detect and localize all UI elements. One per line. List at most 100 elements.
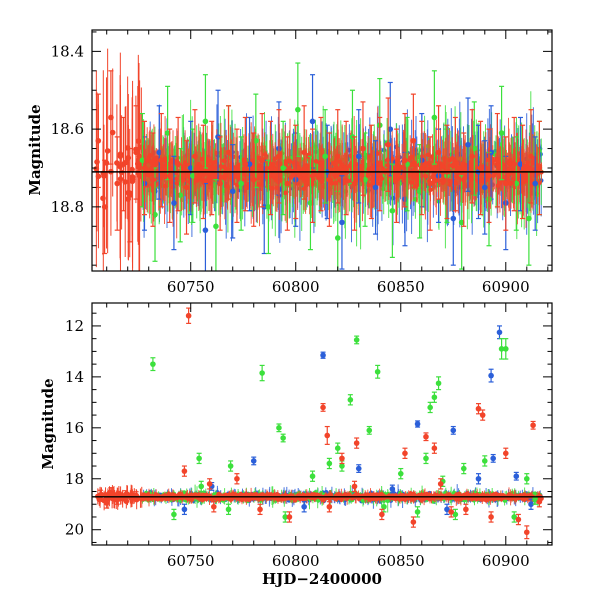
data-point (511, 161, 517, 167)
lower-panel-data-marks (97, 307, 543, 540)
data-point (475, 475, 482, 482)
x-tick-label: 60850 (377, 552, 425, 570)
x-tick-label: 60900 (482, 552, 530, 570)
data-point (376, 161, 383, 167)
data-point (229, 188, 236, 195)
data-point (257, 506, 263, 513)
data-point (202, 118, 209, 125)
data-point (234, 172, 240, 179)
data-point (471, 145, 478, 152)
data-point (402, 157, 408, 164)
data-point (431, 445, 438, 452)
data-point (192, 153, 198, 160)
data-point (284, 180, 291, 187)
data-point (234, 475, 240, 482)
data-point (448, 509, 454, 515)
data-point (318, 161, 324, 167)
data-point (486, 172, 492, 179)
data-point (150, 361, 156, 367)
data-point (177, 192, 184, 199)
data-point (355, 153, 362, 160)
data-point (295, 106, 301, 113)
data-point (528, 153, 534, 160)
data-point (301, 503, 307, 510)
data-point (488, 514, 494, 520)
data-point (379, 511, 385, 518)
data-point (402, 450, 408, 457)
data-point (267, 165, 274, 171)
data-point (427, 404, 433, 411)
data-point (122, 491, 129, 498)
data-point (366, 427, 373, 434)
data-point (526, 215, 532, 222)
data-point (250, 176, 257, 183)
data-point (326, 460, 333, 467)
data-point (187, 165, 194, 171)
data-point (347, 397, 354, 403)
data-point (435, 149, 442, 156)
data-point (120, 161, 127, 167)
data-point (488, 372, 494, 379)
data-point (523, 475, 530, 482)
data-point (536, 165, 543, 171)
data-point (530, 422, 536, 429)
data-point (322, 153, 328, 160)
data-point (166, 172, 173, 179)
data-point (362, 176, 368, 183)
data-point (150, 176, 156, 183)
y-tick-label: 18.4 (51, 42, 84, 60)
data-point (225, 506, 232, 513)
data-point (282, 514, 289, 520)
series-2 (97, 307, 543, 540)
data-point (460, 176, 467, 183)
y-tick-label: 20 (65, 521, 84, 539)
data-point (511, 514, 517, 520)
data-point (353, 440, 360, 446)
data-point (393, 172, 400, 179)
lower-panel-dense-points (95, 484, 544, 513)
data-point (103, 500, 110, 506)
data-point (437, 481, 444, 487)
data-point (469, 153, 475, 160)
data-point (307, 200, 314, 206)
data-point (276, 425, 282, 431)
data-point (502, 180, 509, 187)
data-point (355, 465, 362, 472)
series-1 (150, 335, 538, 523)
data-point (158, 157, 165, 164)
data-point (183, 184, 190, 191)
data-point (286, 514, 293, 520)
data-point (108, 114, 114, 121)
data-point (309, 473, 316, 480)
data-point (460, 465, 467, 472)
data-point (450, 427, 457, 434)
data-point (114, 180, 121, 187)
data-point (164, 130, 171, 136)
data-point (431, 394, 438, 401)
data-point (496, 329, 503, 336)
data-point (490, 455, 496, 462)
data-point (475, 405, 482, 412)
data-point (360, 145, 366, 152)
lower-plot-frame (91, 302, 553, 546)
data-point (320, 352, 326, 359)
data-point (339, 463, 345, 469)
x-tick-label: 60800 (272, 278, 320, 296)
data-point (389, 207, 396, 214)
data-point (498, 130, 505, 136)
data-point (532, 496, 538, 502)
data-point (326, 503, 333, 510)
data-point (276, 153, 282, 160)
y-tick-label: 18.8 (51, 198, 84, 216)
x-tick-label: 60750 (167, 552, 215, 570)
data-point (353, 337, 360, 343)
data-point (238, 180, 244, 187)
data-point (213, 223, 219, 230)
data-point (259, 157, 265, 164)
data-point (463, 506, 469, 513)
data-point (133, 149, 139, 156)
data-point (175, 161, 181, 167)
data-point (427, 180, 433, 187)
data-point (198, 483, 205, 490)
